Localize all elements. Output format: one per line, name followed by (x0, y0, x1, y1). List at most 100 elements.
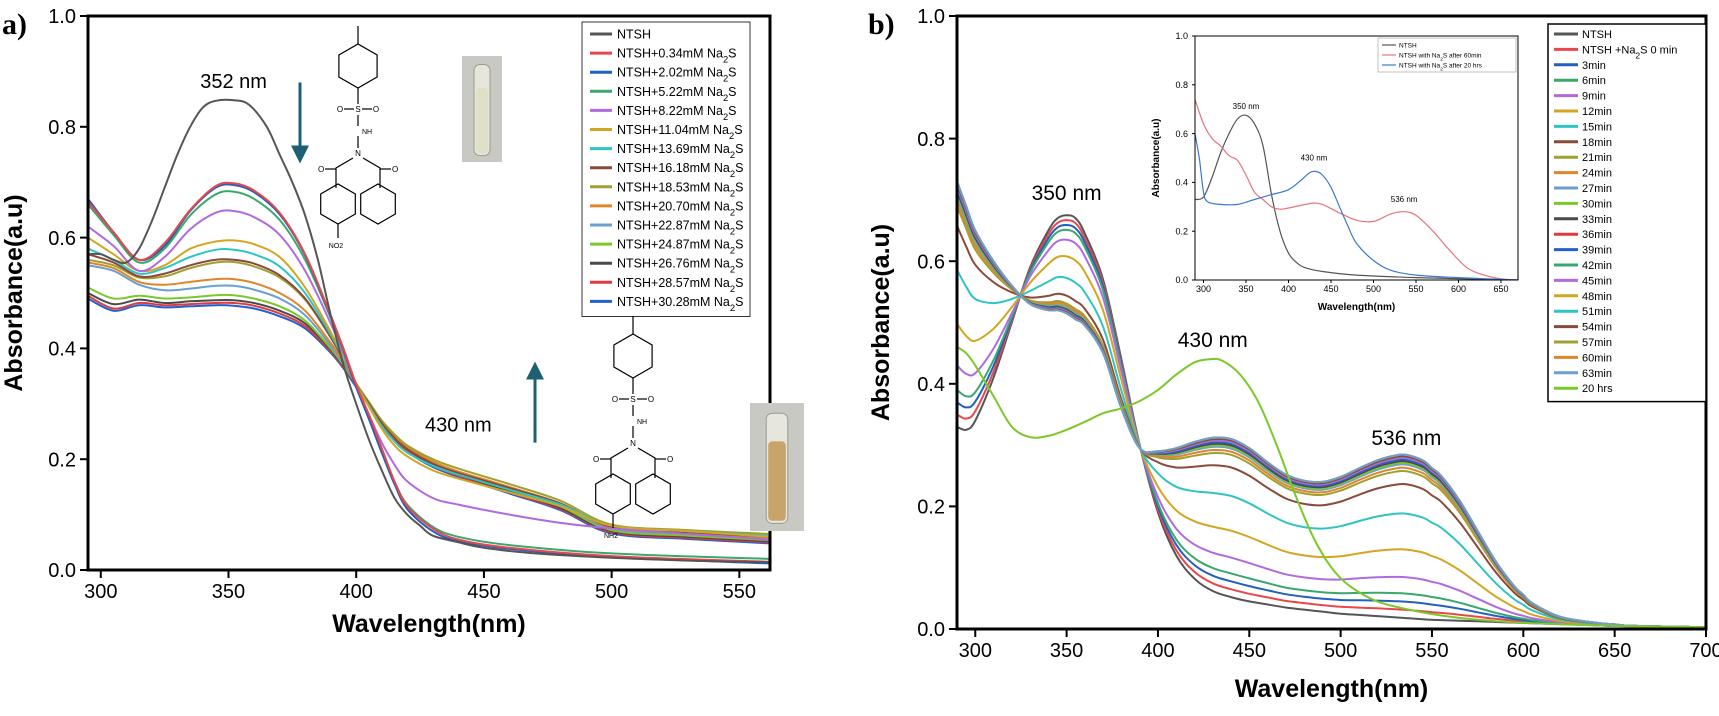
y-tick-label: 0.0 (917, 619, 945, 641)
y-tick-label: 0.8 (48, 117, 76, 139)
inset-series-line (1195, 99, 1518, 280)
legend-label: NTSH+26.76mM Na2S (617, 257, 743, 275)
x-tick-label: 550 (1408, 284, 1423, 294)
series-line (957, 254, 1706, 629)
x-tick-label: 700 (1689, 640, 1719, 662)
legend-label: 6min (1582, 75, 1606, 87)
peak-annotation: 352 nm (200, 71, 267, 93)
atom-label: O (667, 455, 673, 464)
x-tick-label: 600 (1451, 284, 1466, 294)
y-axis-label: Absorbance(a.u) (1151, 119, 1162, 198)
series-line (957, 225, 1706, 629)
inset-legend-label: NTSH with Na2S after 20 hrs (1399, 63, 1483, 73)
x-tick-label: 400 (1281, 284, 1296, 294)
y-tick-label: 1.0 (917, 6, 945, 28)
legend-label: 39min (1582, 245, 1612, 257)
atom-label: N (630, 439, 636, 448)
x-tick-label: 500 (595, 581, 628, 603)
legend-label: 9min (1582, 91, 1606, 103)
plot-area (957, 181, 1706, 629)
series-line (957, 181, 1706, 629)
legend-label: NTSH+16.18mM Na2S (617, 161, 743, 179)
legend-label: NTSH+5.22mM Na2S (617, 85, 737, 103)
legend-label: NTSH+2.02mM Na2S (617, 66, 737, 84)
imide-ring (610, 447, 656, 478)
y-tick-label: 0.0 (48, 560, 76, 582)
atom-label: S (355, 105, 360, 114)
imide-ring (335, 157, 381, 188)
series-line (957, 228, 1706, 629)
x-tick-label: 500 (1324, 640, 1357, 662)
benzene-ring (613, 333, 653, 379)
peak-annotation: 536 nm (1371, 427, 1441, 450)
series-line (957, 223, 1706, 629)
atom-label: O (318, 165, 324, 174)
peak-annotation: 350 nm (1032, 182, 1102, 205)
legend-label: 51min (1582, 306, 1612, 318)
legend-label: NTSH+13.69mM Na2S (617, 142, 743, 160)
legend-label: NTSH+11.04mM Na2S (617, 123, 743, 141)
inset-peak-annotation: 430 nm (1301, 153, 1328, 162)
inset-peak-annotation: 350 nm (1233, 102, 1260, 111)
inset-legend-label: NTSH with Na2S after 60min (1399, 53, 1482, 63)
x-tick-label: 450 (467, 581, 500, 603)
naphthalene-ring (595, 473, 631, 515)
series-line (957, 238, 1706, 629)
legend-label: NTSH+18.53mM Na2S (617, 180, 743, 198)
legend-label: NTSH+0.34mM Na2S (617, 47, 737, 65)
legend-label: 27min (1582, 183, 1612, 195)
legend-label: 12min (1582, 106, 1612, 118)
atom-label: O (337, 105, 343, 114)
legend-frame (1547, 23, 1707, 403)
legend-label: 36min (1582, 229, 1612, 241)
series-line (88, 98, 770, 564)
y-tick-label: 0.4 (48, 339, 76, 361)
legend-label: 63min (1582, 368, 1612, 380)
x-tick-label: 450 (1233, 640, 1266, 662)
x-tick-label: 350 (212, 581, 245, 603)
atom-label: O (612, 395, 618, 404)
atom-label: N (355, 149, 361, 158)
legend-label: NTSH (617, 28, 651, 42)
legend-label: 24min (1582, 168, 1612, 180)
x-tick-label: 650 (1493, 284, 1508, 294)
series-line (88, 181, 770, 563)
y-tick-label: 0.4 (1175, 178, 1188, 188)
y-tick-label: 0.2 (917, 497, 945, 519)
peak-annotation: 430 nm (1178, 329, 1248, 352)
x-tick-label: 350 (1050, 640, 1083, 662)
legend-label: 15min (1582, 121, 1612, 133)
legend-label: NTSH+28.57mM Na2S (617, 276, 743, 294)
atom-label: O (392, 165, 398, 174)
x-tick-label: 550 (723, 581, 756, 603)
legend-label: NTSH+20.70mM Na2S (617, 199, 743, 217)
y-axis-label: Absorbance(a.u) (867, 224, 895, 421)
inset-peak-annotation: 536 nm (1391, 195, 1418, 204)
vial-photo-before (462, 56, 502, 162)
naphthalene-ring (320, 183, 356, 225)
legend-label: 3min (1582, 60, 1606, 72)
y-tick-label: 0.2 (1175, 226, 1188, 236)
y-tick-label: 0.8 (1175, 80, 1188, 90)
x-tick-label: 650 (1598, 640, 1631, 662)
plot-area (1195, 99, 1518, 280)
x-tick-label: 600 (1507, 640, 1540, 662)
series-line (957, 346, 1706, 629)
x-axis-label: Wavelength(nm) (1235, 675, 1429, 703)
x-tick-label: 300 (959, 640, 992, 662)
plot-frame (86, 14, 772, 572)
legend-label: 57min (1582, 337, 1612, 349)
inset-chart: 300 350 400 450 500 550 600 650 0.0 0.2 0.4 0.6 0.8 1… (1125, 26, 1528, 318)
panel-letter: a) (2, 8, 27, 41)
y-tick-label: 0.6 (917, 251, 945, 273)
y-tick-label: 0.0 (1175, 275, 1188, 285)
panel-b: 300 350 400 450 500 550 600 650 700 0.0 0.2 0.4 0.6 0… (867, 6, 1719, 703)
atom-label: S (630, 395, 635, 404)
legend-label: NTSH +Na2S 0 min (1582, 44, 1677, 60)
vial-liquid (476, 87, 488, 154)
x-tick-label: 400 (1141, 640, 1174, 662)
peak-annotation: 430 nm (425, 415, 492, 437)
inset-legend-label: NTSH (1399, 43, 1417, 50)
x-axis-label: Wavelength(nm) (332, 610, 526, 638)
